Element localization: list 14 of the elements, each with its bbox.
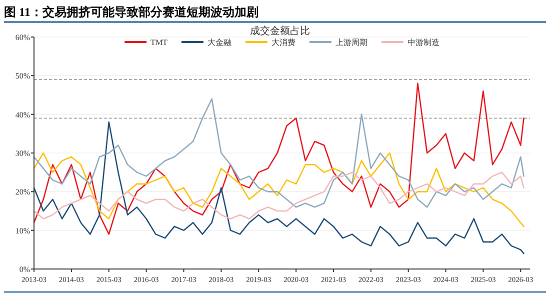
y-tick-label: 40%	[15, 110, 30, 120]
legend-label: TMT	[150, 38, 168, 47]
legend-label: 中游制造	[407, 38, 440, 47]
y-tick-label: 30%	[15, 149, 30, 158]
chart-subtitle: 成交金额占比	[250, 25, 310, 37]
legend-label: 大金融	[207, 38, 232, 47]
y-tick-label: 0%	[19, 265, 30, 274]
y-tick-label: 60%	[15, 33, 30, 42]
y-tick-label: 20%	[15, 188, 30, 197]
y-tick-label: 50%	[15, 72, 30, 81]
legend-label: 上游周期	[335, 38, 368, 47]
legend-label: 大消费	[271, 38, 296, 47]
chart-title: 图 11：交易拥挤可能导致部分赛道短期波动加剧	[4, 5, 258, 19]
y-tick-label: 10%	[15, 226, 30, 236]
